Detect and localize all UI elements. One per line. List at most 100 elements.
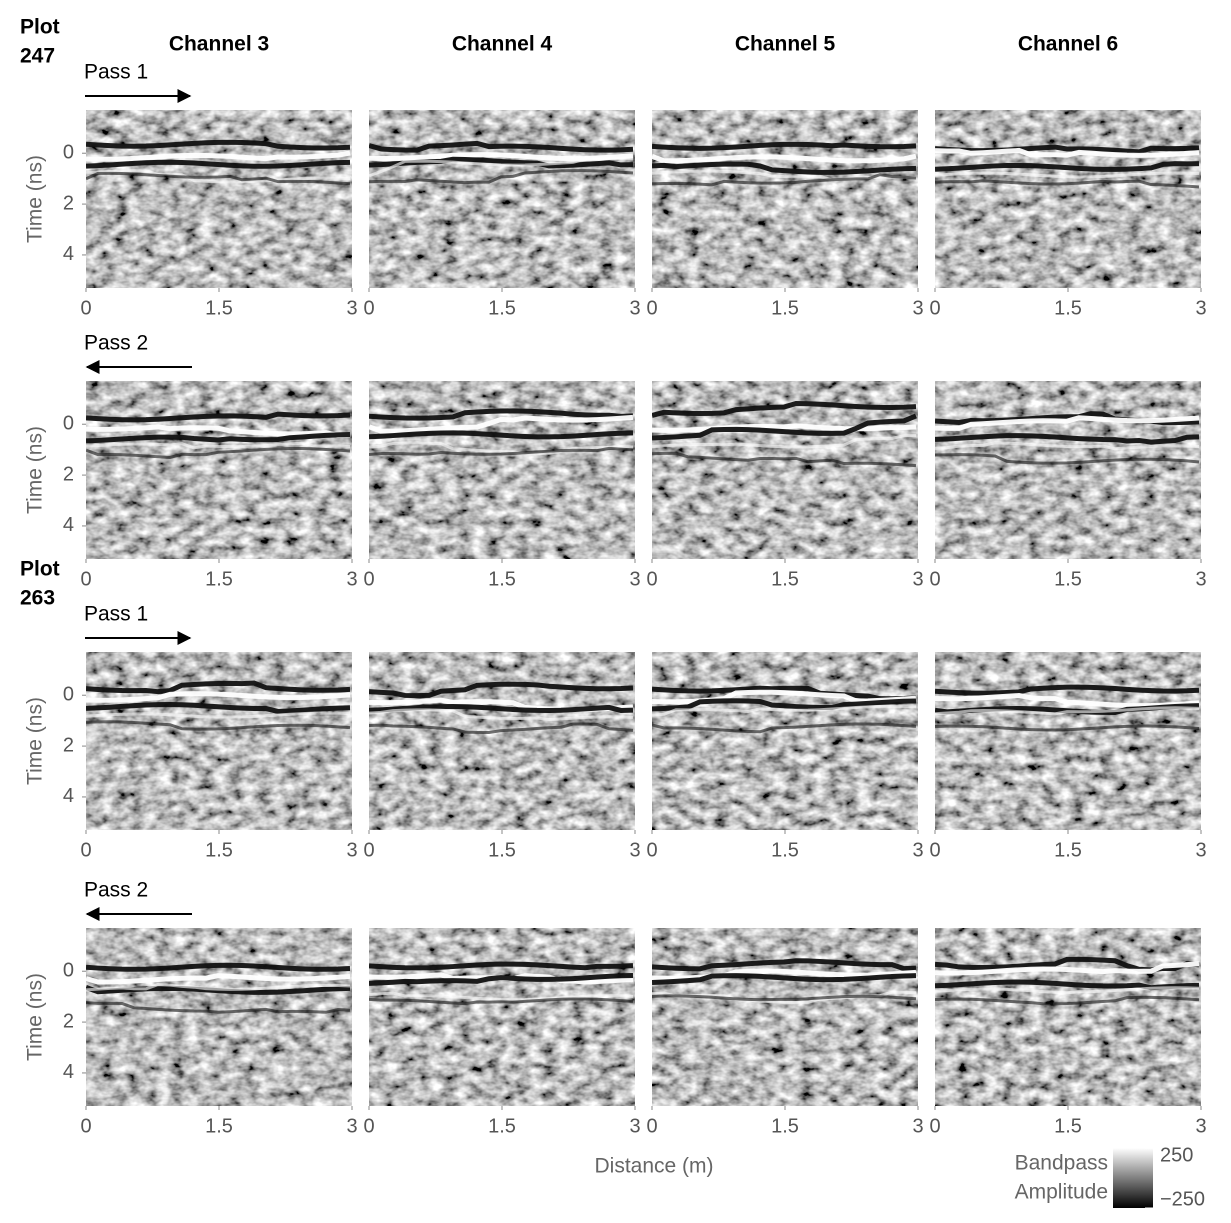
panel-texture [652, 652, 918, 830]
x-tick-label: 1.5 [488, 297, 516, 319]
pass-label: Pass 1 [84, 61, 148, 84]
colorbar-tick-label: 250 [1160, 1144, 1193, 1166]
x-tick-label: 3 [1195, 297, 1206, 319]
panel-texture [935, 928, 1201, 1106]
reflection-band [369, 961, 634, 971]
reflection-band [86, 983, 351, 992]
reflection-band [652, 413, 917, 441]
x-tick-label: 1.5 [488, 839, 516, 861]
reflection-band [369, 991, 634, 1002]
x-tick-label: 3 [1195, 1115, 1206, 1137]
y-tick-label: 0 [63, 684, 74, 706]
reflection-band [86, 447, 351, 459]
y-tick-label: 2 [63, 463, 74, 485]
panel [369, 110, 635, 288]
x-tick-label: 1.5 [205, 839, 233, 861]
panel-texture [86, 381, 352, 559]
colorbar [1113, 1148, 1153, 1208]
panel-texture [935, 652, 1201, 830]
x-tick-label: 0 [363, 568, 374, 590]
x-tick-label: 0 [363, 839, 374, 861]
x-tick-label: 0 [929, 568, 940, 590]
x-tick-label: 3 [346, 297, 357, 319]
y-tick-label: 4 [63, 514, 74, 536]
x-axis-label: Distance (m) [594, 1155, 713, 1178]
reflection-band [369, 997, 634, 1006]
reflection-band [86, 441, 351, 450]
x-tick-label: 3 [1195, 839, 1206, 861]
x-tick-label: 1.5 [205, 568, 233, 590]
reflection-band [86, 432, 351, 444]
reflection-band [652, 423, 917, 433]
panel [652, 110, 918, 288]
reflection-band [369, 446, 634, 457]
y-axis-label: Time (ns) [24, 973, 47, 1061]
reflection-band [86, 973, 351, 985]
x-tick-label: 0 [80, 839, 91, 861]
reflection-band [86, 711, 351, 719]
panel-texture [935, 110, 1201, 288]
y-tick-label: 0 [63, 960, 74, 982]
column-title: Channel 3 [169, 33, 269, 56]
reflection-band [86, 680, 351, 695]
panel [369, 381, 635, 559]
reflection-band [652, 141, 917, 151]
y-axis-label: Time (ns) [24, 426, 47, 514]
reflection-band [652, 722, 917, 734]
pass-label: Pass 2 [84, 332, 148, 355]
panel [935, 928, 1201, 1106]
x-tick-label: 1.5 [771, 1115, 799, 1137]
x-tick-label: 0 [929, 1115, 940, 1137]
y-tick-label: 2 [63, 734, 74, 756]
x-tick-label: 0 [80, 297, 91, 319]
x-tick-label: 0 [363, 297, 374, 319]
panel-texture [369, 928, 635, 1106]
panel-texture [86, 652, 352, 830]
colorbar-title: Bandpass [1015, 1152, 1108, 1175]
reflection-band [935, 453, 1200, 465]
reflection-band [652, 994, 917, 1002]
x-tick-label: 3 [346, 568, 357, 590]
plot-label: 263 [20, 587, 55, 610]
reflection-band [86, 1001, 351, 1014]
x-tick-label: 0 [80, 1115, 91, 1137]
x-tick-label: 1.5 [205, 1115, 233, 1137]
panel [652, 928, 918, 1106]
reflection-band [652, 968, 917, 981]
y-axis-label: Time (ns) [24, 155, 47, 243]
y-tick-label: 4 [63, 243, 74, 265]
reflection-band [86, 171, 351, 186]
panel-texture [652, 928, 918, 1106]
panel-texture [652, 110, 918, 288]
reflection-band [652, 434, 917, 449]
y-tick-label: 4 [63, 1061, 74, 1083]
panel [652, 652, 918, 830]
x-tick-label: 0 [363, 1115, 374, 1137]
panel-texture [652, 381, 918, 559]
reflection-band [86, 169, 351, 184]
reflection-band [935, 995, 1200, 1006]
reflection-band [369, 430, 634, 440]
panel-texture [86, 928, 352, 1106]
reflection-band [369, 972, 634, 986]
pass-label: Pass 2 [84, 879, 148, 902]
reflection-band [86, 424, 351, 439]
x-tick-label: 1.5 [488, 1115, 516, 1137]
reflection-band [369, 408, 634, 421]
reflection-band [935, 961, 1200, 976]
panel [652, 381, 918, 559]
panel [935, 381, 1201, 559]
panel-texture [935, 381, 1201, 559]
x-tick-label: 0 [646, 839, 657, 861]
reflection-band [935, 433, 1200, 445]
reflection-band [652, 698, 917, 712]
colorbar-tick-label: −250 [1160, 1188, 1205, 1210]
column-title: Channel 5 [735, 33, 836, 56]
panel [369, 928, 635, 1106]
x-tick-label: 1.5 [1054, 839, 1082, 861]
x-tick-label: 3 [629, 297, 640, 319]
reflection-band [369, 722, 634, 734]
x-tick-label: 1.5 [771, 839, 799, 861]
reflection-band [86, 139, 351, 151]
panel [935, 110, 1201, 288]
